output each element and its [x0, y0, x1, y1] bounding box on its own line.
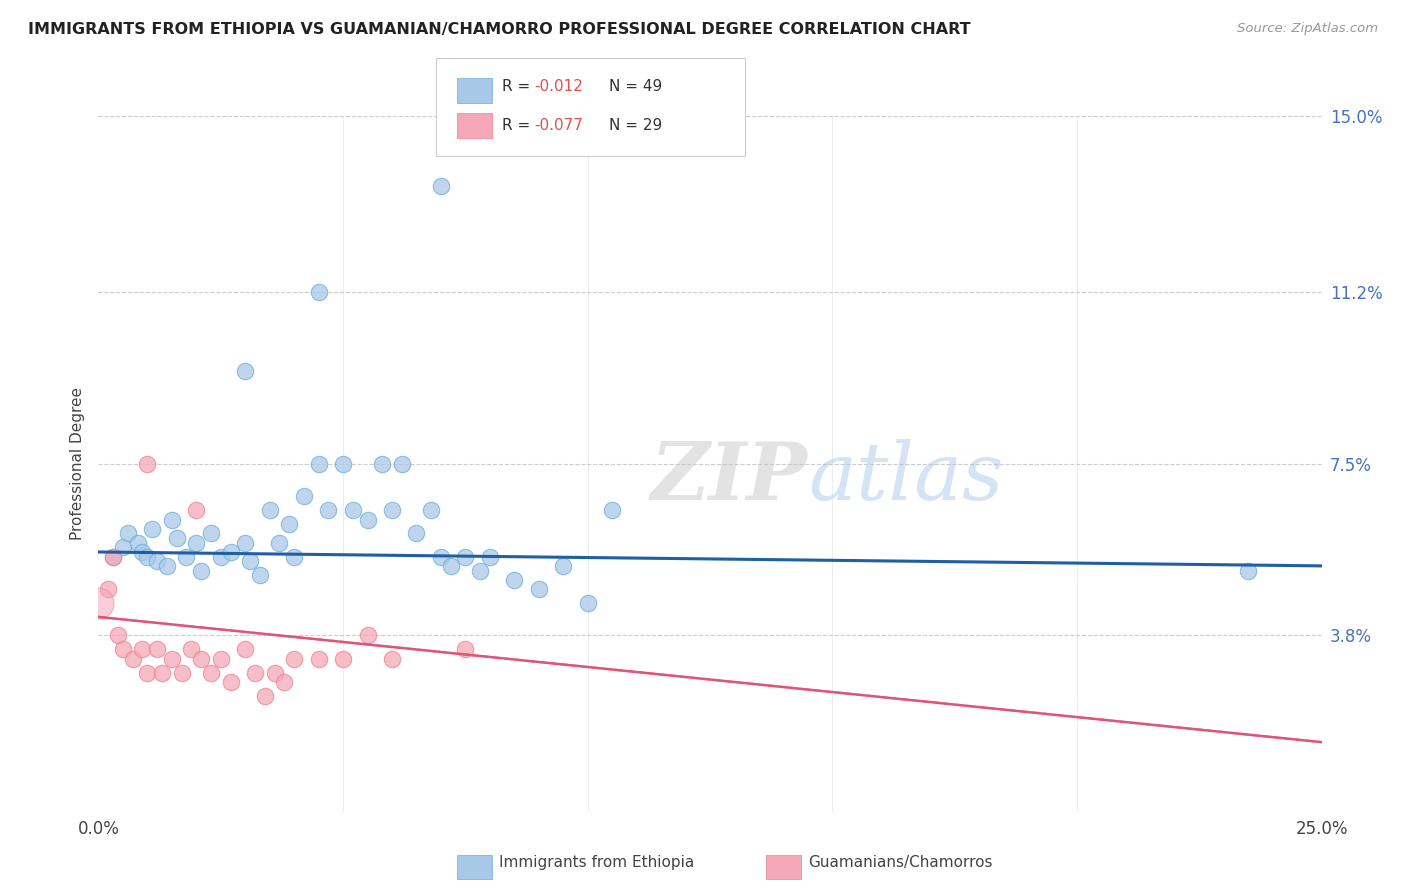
- Point: [209, 651, 232, 665]
- Point: [200, 526, 222, 541]
- Point: [219, 545, 242, 559]
- Point: [430, 178, 453, 193]
- Point: [308, 285, 330, 300]
- Point: [454, 642, 477, 657]
- Point: [87, 596, 110, 610]
- Point: [332, 651, 354, 665]
- Text: IMMIGRANTS FROM ETHIOPIA VS GUAMANIAN/CHAMORRO PROFESSIONAL DEGREE CORRELATION C: IMMIGRANTS FROM ETHIOPIA VS GUAMANIAN/CH…: [28, 22, 970, 37]
- Point: [200, 665, 222, 680]
- Point: [259, 503, 281, 517]
- Point: [283, 651, 305, 665]
- Text: -0.077: -0.077: [534, 118, 583, 133]
- Point: [318, 503, 340, 517]
- Point: [160, 512, 183, 526]
- Point: [156, 558, 179, 573]
- Point: [160, 651, 183, 665]
- Point: [233, 535, 256, 549]
- Text: R =: R =: [502, 118, 536, 133]
- Point: [239, 554, 262, 568]
- Point: [190, 651, 212, 665]
- Point: [405, 526, 427, 541]
- Point: [371, 457, 394, 471]
- Point: [527, 582, 550, 596]
- Point: [141, 522, 163, 536]
- Text: R =: R =: [502, 79, 536, 95]
- Point: [233, 364, 256, 378]
- Point: [600, 503, 623, 517]
- Point: [101, 549, 124, 564]
- Point: [243, 665, 266, 680]
- Y-axis label: Professional Degree: Professional Degree: [69, 387, 84, 541]
- Point: [478, 549, 501, 564]
- Point: [131, 642, 153, 657]
- Point: [468, 564, 491, 578]
- Text: Source: ZipAtlas.com: Source: ZipAtlas.com: [1237, 22, 1378, 36]
- Point: [190, 564, 212, 578]
- Point: [356, 628, 378, 642]
- Point: [180, 642, 202, 657]
- Point: [308, 457, 330, 471]
- Point: [209, 549, 232, 564]
- Point: [278, 517, 301, 532]
- Point: [136, 549, 159, 564]
- Text: Immigrants from Ethiopia: Immigrants from Ethiopia: [499, 855, 695, 870]
- Point: [146, 642, 169, 657]
- Point: [111, 642, 134, 657]
- Point: [186, 535, 208, 549]
- Point: [332, 457, 354, 471]
- Point: [381, 651, 404, 665]
- Text: N = 29: N = 29: [609, 118, 662, 133]
- Point: [131, 545, 153, 559]
- Point: [253, 689, 276, 703]
- Point: [170, 665, 193, 680]
- Point: [454, 549, 477, 564]
- Point: [166, 531, 188, 545]
- Point: [576, 596, 599, 610]
- Point: [186, 503, 208, 517]
- Point: [176, 549, 198, 564]
- Point: [440, 558, 463, 573]
- Text: ZIP: ZIP: [651, 439, 808, 516]
- Point: [553, 558, 575, 573]
- Point: [233, 642, 256, 657]
- Point: [1237, 564, 1260, 578]
- Point: [136, 665, 159, 680]
- Point: [391, 457, 413, 471]
- Text: N = 49: N = 49: [609, 79, 662, 95]
- Text: Guamanians/Chamorros: Guamanians/Chamorros: [808, 855, 993, 870]
- Point: [430, 549, 453, 564]
- Point: [342, 503, 364, 517]
- Point: [219, 674, 242, 689]
- Point: [117, 526, 139, 541]
- Point: [503, 573, 526, 587]
- Point: [101, 549, 124, 564]
- Point: [308, 651, 330, 665]
- Point: [269, 535, 291, 549]
- Text: -0.012: -0.012: [534, 79, 583, 95]
- Point: [150, 665, 173, 680]
- Point: [356, 512, 378, 526]
- Point: [420, 503, 443, 517]
- Point: [263, 665, 285, 680]
- Point: [97, 582, 120, 596]
- Point: [121, 651, 143, 665]
- Point: [292, 489, 315, 503]
- Point: [107, 628, 129, 642]
- Point: [273, 674, 295, 689]
- Point: [136, 457, 159, 471]
- Point: [283, 549, 305, 564]
- Point: [146, 554, 169, 568]
- Point: [249, 568, 271, 582]
- Point: [111, 541, 134, 555]
- Point: [381, 503, 404, 517]
- Text: atlas: atlas: [808, 439, 1004, 516]
- Point: [127, 535, 149, 549]
